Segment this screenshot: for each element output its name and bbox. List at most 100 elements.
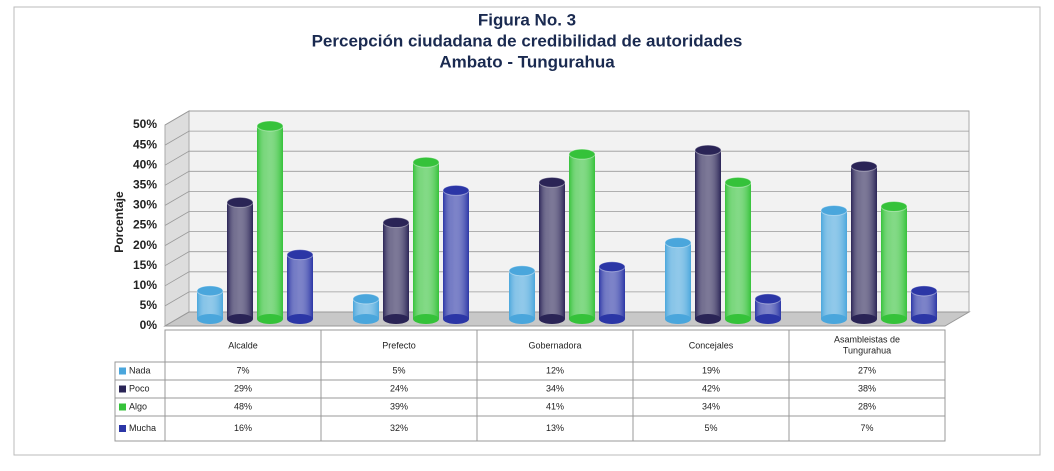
bar-top [382, 217, 410, 229]
x-tick-label: Alcalde [228, 340, 258, 350]
bar-top [568, 148, 596, 160]
bar-shine [413, 162, 439, 319]
data-label: 12% [546, 365, 564, 375]
bar [538, 176, 566, 324]
data-label: 41% [546, 401, 564, 411]
floor [163, 311, 971, 327]
bar [568, 148, 596, 324]
legend-label: Poco [129, 383, 150, 393]
data-label: 34% [546, 383, 564, 393]
y-tick-label: 35% [133, 177, 157, 191]
y-axis-label: Porcentaje [112, 191, 126, 253]
chart-subtitle: Ambato - Tungurahua [439, 52, 615, 71]
bar-top [694, 144, 722, 156]
y-tick-label: 15% [133, 258, 157, 272]
bar-bottom [509, 314, 535, 324]
bar-bottom [227, 314, 253, 324]
bar-bottom [539, 314, 565, 324]
y-tick-label: 45% [133, 137, 157, 151]
bar-top [352, 293, 380, 305]
legend-swatch [119, 367, 126, 375]
legend-swatch [119, 403, 126, 411]
bar [754, 293, 782, 324]
bar-shine [539, 182, 565, 319]
bar [880, 200, 908, 324]
bar-shine [881, 206, 907, 319]
bar-shine [755, 298, 781, 319]
bar-shine [257, 126, 283, 319]
bar-top [724, 176, 752, 188]
bar-top [664, 237, 692, 249]
table-border [164, 329, 946, 363]
bar-bottom [821, 314, 847, 324]
label-line: Asambleistas de [834, 335, 900, 345]
bar-shine [287, 254, 313, 319]
bar-shine [353, 298, 379, 319]
bar-shine [851, 166, 877, 319]
bar-top [442, 184, 470, 196]
bar-shine [383, 222, 409, 319]
data-label: 19% [702, 365, 720, 375]
data-label: 38% [858, 383, 876, 393]
bar [850, 160, 878, 324]
bar-shine [509, 270, 535, 319]
bar-bottom [413, 314, 439, 324]
legend-swatch [119, 425, 126, 432]
bar-top [880, 200, 908, 212]
bar-top [508, 265, 536, 277]
bar [256, 120, 284, 324]
bar-bottom [851, 314, 877, 324]
bar-bottom [197, 314, 223, 324]
bar [412, 156, 440, 324]
data-label: 42% [702, 383, 720, 393]
legend-swatch [119, 385, 126, 393]
bar-top [754, 293, 782, 305]
bar-shine [821, 210, 847, 319]
bar-top [910, 285, 938, 297]
bar [724, 176, 752, 324]
bar [664, 237, 692, 324]
bar [508, 265, 536, 324]
chart-title: Figura No. 3 [478, 10, 576, 29]
data-label: 7% [236, 365, 249, 375]
bar-top [196, 285, 224, 297]
data-label: 5% [704, 423, 717, 433]
bar-bottom [353, 314, 379, 324]
y-tick-label: 40% [133, 157, 157, 171]
bar-bottom [911, 314, 937, 324]
label-line: Tungurahua [843, 346, 891, 356]
bar-shine [569, 154, 595, 319]
bar [382, 217, 410, 324]
data-label: 24% [390, 383, 408, 393]
bar-bottom [287, 314, 313, 324]
bar-shine [725, 182, 751, 319]
bar-bottom [695, 314, 721, 324]
x-tick-label: Concejales [689, 340, 734, 350]
bar-shine [665, 242, 691, 319]
bar-top [820, 204, 848, 216]
x-tick-label: Prefecto [382, 340, 416, 350]
x-tick-label: Asambleistas de Tungurahua [834, 335, 900, 356]
data-label: 39% [390, 401, 408, 411]
bar-top [598, 261, 626, 273]
y-tick-label: 0% [140, 318, 158, 332]
data-label: 34% [702, 401, 720, 411]
data-label: 32% [390, 423, 408, 433]
bar [598, 261, 626, 324]
data-label: 13% [546, 423, 564, 433]
bar-bottom [755, 314, 781, 324]
y-tick-label: 30% [133, 198, 157, 212]
bar-bottom [665, 314, 691, 324]
bar-bottom [725, 314, 751, 324]
chart-subtitle: Percepción ciudadana de credibilidad de … [312, 31, 743, 50]
data-label: 48% [234, 401, 252, 411]
data-label: 28% [858, 401, 876, 411]
bar [820, 204, 848, 324]
bar [196, 285, 224, 324]
bar-bottom [383, 314, 409, 324]
bar-top [538, 176, 566, 188]
bar-shine [443, 190, 469, 319]
data-label: 7% [860, 423, 873, 433]
bar-shine [227, 202, 253, 319]
table-border [114, 361, 946, 442]
